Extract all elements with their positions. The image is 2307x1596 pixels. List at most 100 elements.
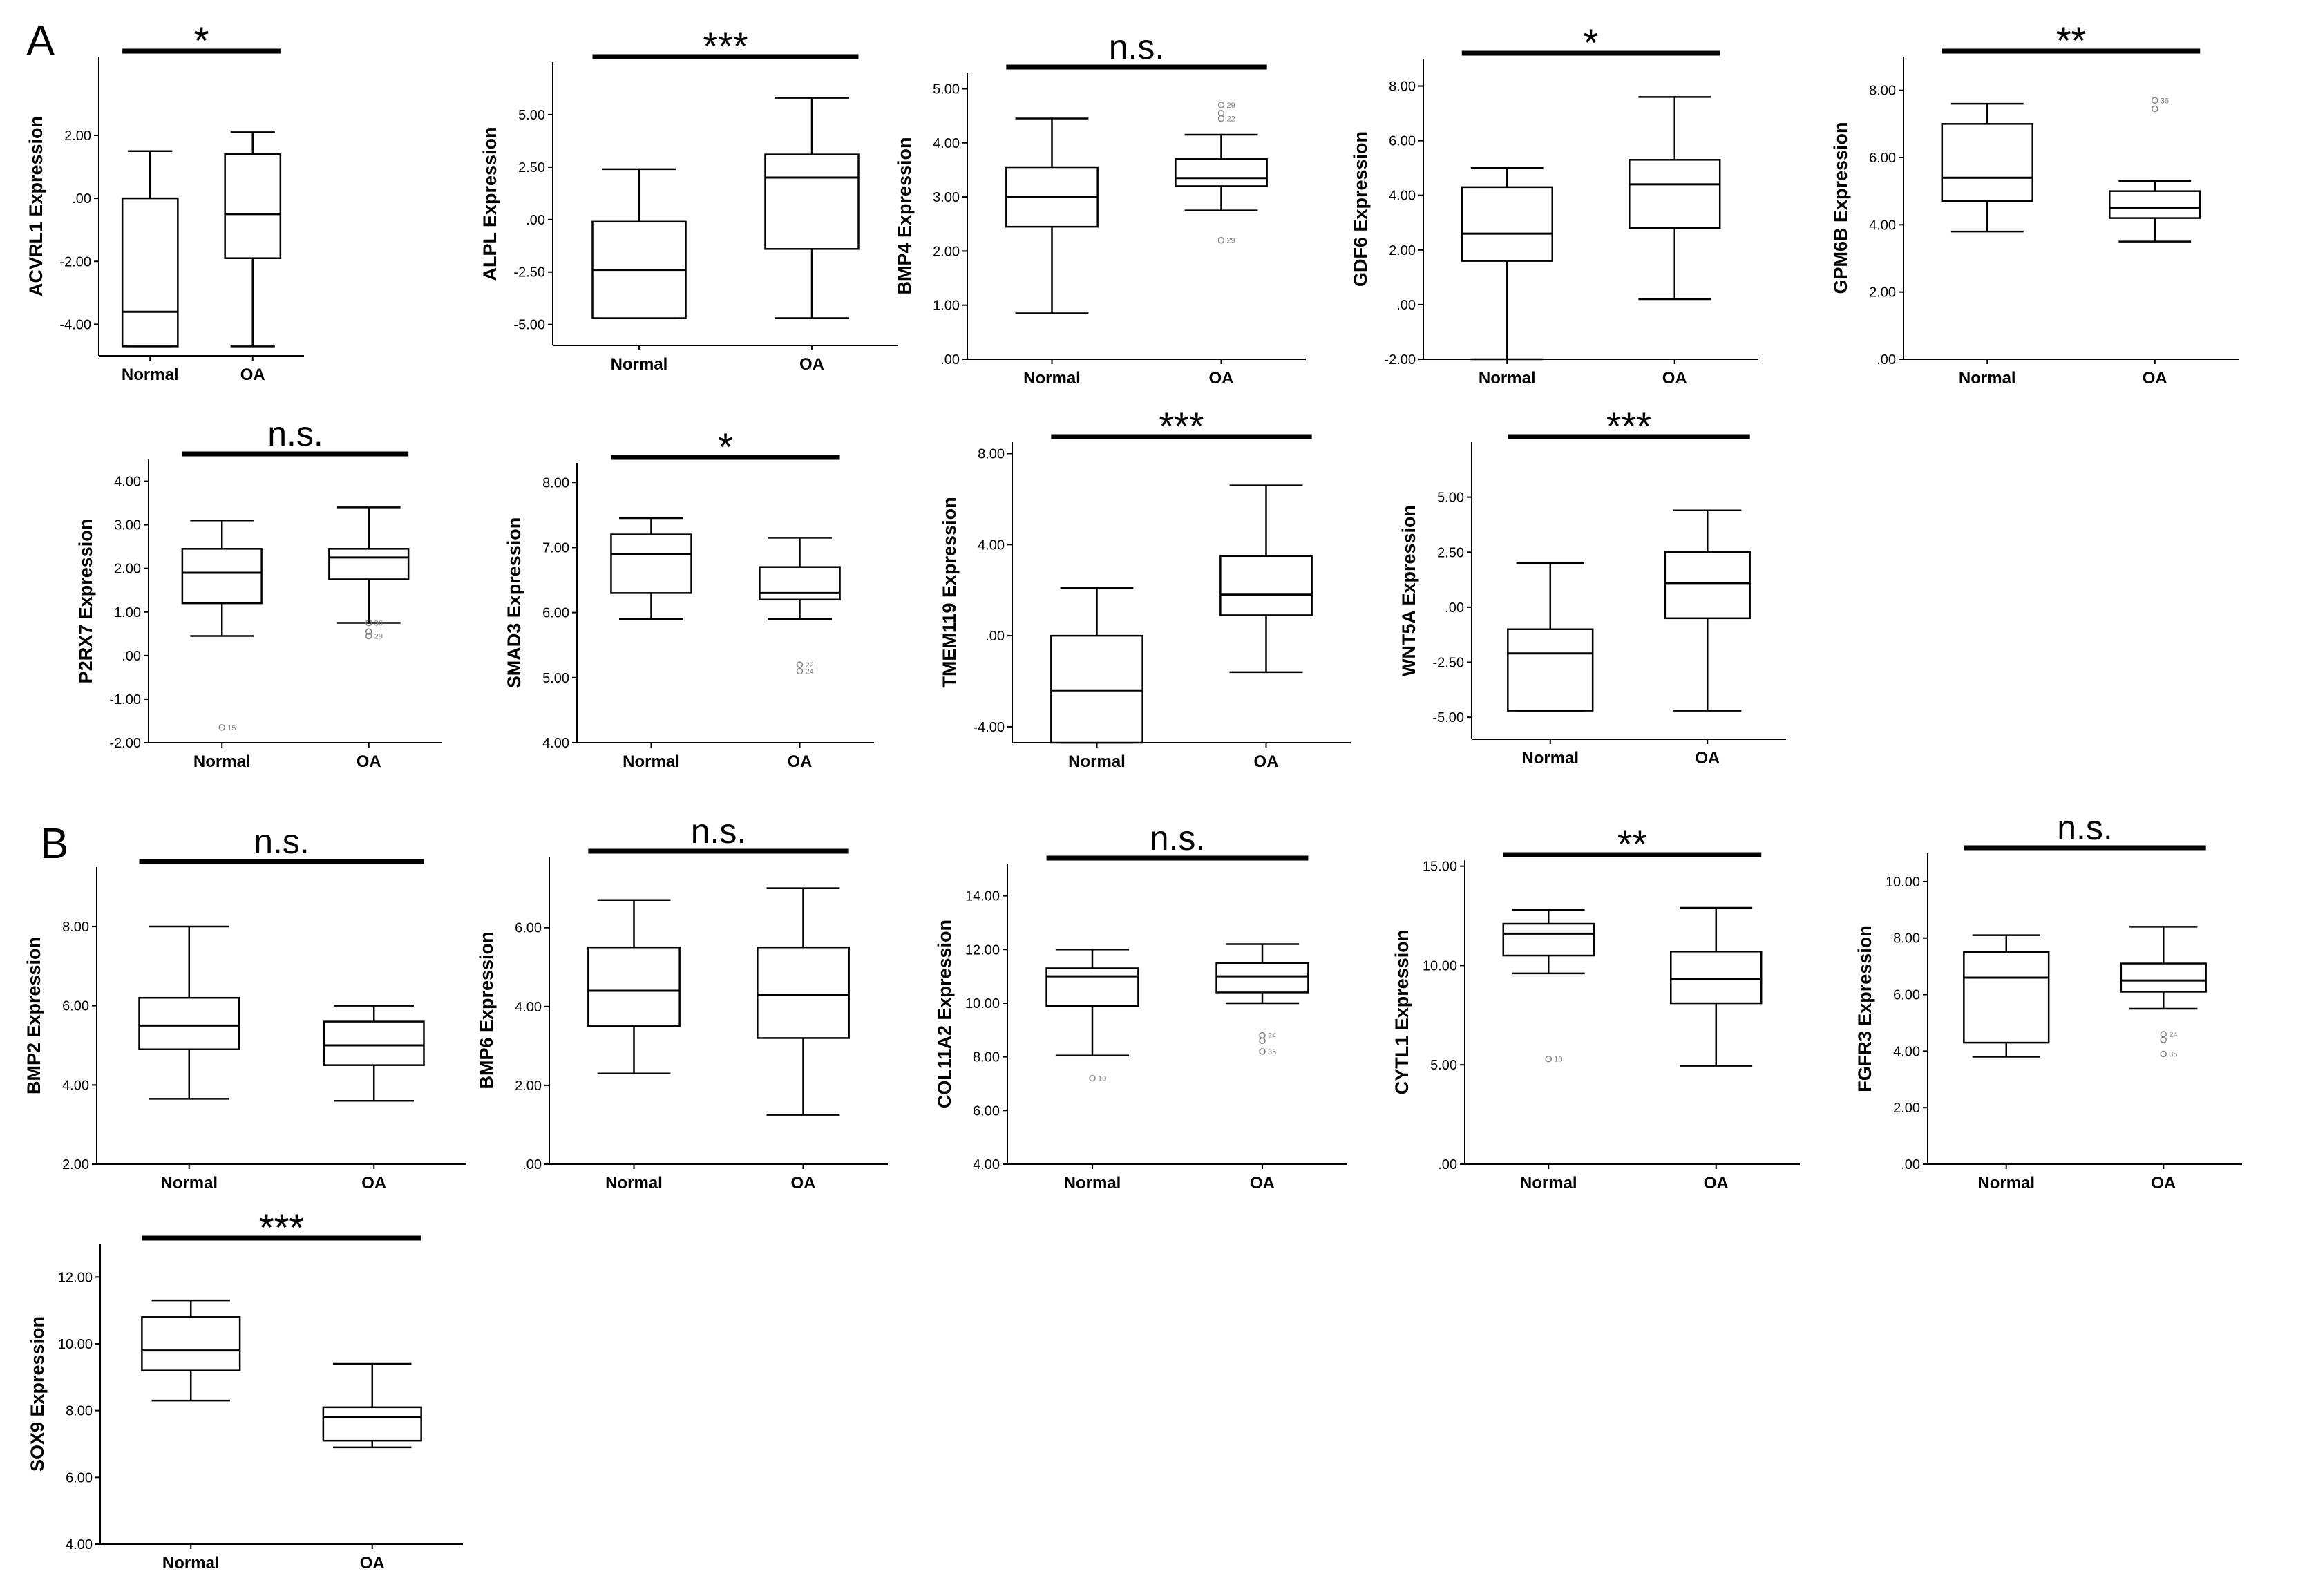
y-tick-label: 2.00 xyxy=(62,1157,89,1172)
significance-label: n.s. xyxy=(691,812,747,851)
category-label-oa: OA xyxy=(788,752,813,771)
y-tick-label: 6.00 xyxy=(1869,151,1896,166)
outlier-label: 29 xyxy=(374,632,383,640)
outlier-point xyxy=(1217,236,1225,244)
box-group-oa xyxy=(2120,962,2207,993)
y-axis-label: GDF6 Expression xyxy=(1350,131,1371,287)
y-tick-label: 4.00 xyxy=(66,1537,93,1552)
box-group-oa xyxy=(328,548,410,580)
outlier-point xyxy=(796,661,804,668)
y-axis-label: BMP2 Expression xyxy=(23,937,44,1094)
y-tick-label: .00 xyxy=(1877,352,1896,368)
box-group-normal xyxy=(1045,967,1139,1007)
y-tick-label: 15.00 xyxy=(1423,859,1457,875)
significance-label: n.s. xyxy=(267,415,323,453)
y-tick-label: .00 xyxy=(985,629,1005,644)
outlier-label: 35 xyxy=(1268,1048,1276,1056)
panel-label-a: A xyxy=(26,17,55,65)
y-tick-label: 6.00 xyxy=(1893,988,1920,1003)
outlier-label: 36 xyxy=(2161,97,2169,105)
y-tick-label: 12.00 xyxy=(965,942,1000,958)
y-tick-label: 6.00 xyxy=(62,999,89,1014)
y-axis-label: ALPL Expression xyxy=(480,126,500,281)
y-tick-label: 6.00 xyxy=(515,921,542,936)
y-tick-label: -2.50 xyxy=(513,265,545,281)
significance-label: *** xyxy=(1159,404,1204,448)
outlier-label: 15 xyxy=(227,724,236,732)
box-group-oa xyxy=(1175,158,1268,187)
y-tick-label: 4.00 xyxy=(114,475,141,490)
category-label-oa: OA xyxy=(791,1174,816,1193)
box-group-oa xyxy=(764,153,860,250)
y-tick-label: 6.00 xyxy=(973,1103,1000,1119)
outlier-label: 24 xyxy=(806,667,814,676)
box-group-normal xyxy=(138,996,240,1050)
y-tick-label: 10.00 xyxy=(1423,958,1457,973)
y-tick-label: .00 xyxy=(1901,1157,1920,1172)
outlier-point xyxy=(365,632,372,640)
category-label-oa: OA xyxy=(1662,369,1687,388)
y-tick-label: 2.00 xyxy=(933,244,960,259)
box-chart-10: .00 2.00 4.00 6.00 BMP6 Expression Normal OA n.… xyxy=(476,812,888,1193)
y-tick-label: 10.00 xyxy=(965,996,1000,1011)
outlier-point xyxy=(365,628,372,635)
y-tick-label: 2.00 xyxy=(1869,285,1896,301)
outlier-label: 24 xyxy=(2169,1031,2177,1039)
y-tick-label: 4.00 xyxy=(933,136,960,151)
outlier-point xyxy=(1089,1074,1096,1082)
significance-label: *** xyxy=(1606,404,1651,448)
y-tick-label: 8.00 xyxy=(542,475,569,491)
category-label-oa: OA xyxy=(2151,1174,2176,1193)
category-label-normal: Normal xyxy=(160,1174,218,1193)
y-tick-label: -5.00 xyxy=(1432,710,1464,725)
significance-label: n.s. xyxy=(2057,808,2113,847)
y-axis-label: WNT5A Expression xyxy=(1398,505,1419,676)
box-group-oa xyxy=(323,1020,425,1066)
category-label-oa: OA xyxy=(1254,752,1279,771)
outlier-point xyxy=(1545,1055,1552,1063)
category-label-normal: Normal xyxy=(1023,369,1081,388)
box-group-normal xyxy=(1050,634,1143,744)
outlier-point xyxy=(2160,1036,2167,1043)
y-tick-label: 8.00 xyxy=(1389,79,1416,95)
significance-label: * xyxy=(1584,21,1599,64)
y-tick-label: 1.00 xyxy=(933,298,960,314)
significance-label: n.s. xyxy=(1109,28,1165,66)
category-label-oa: OA xyxy=(1704,1174,1729,1193)
category-label-normal: Normal xyxy=(1068,752,1126,771)
y-tick-label: 7.00 xyxy=(542,540,569,555)
y-tick-label: 8.00 xyxy=(1869,84,1896,99)
y-tick-label: 8.00 xyxy=(62,920,89,935)
box-group-oa xyxy=(2109,190,2201,219)
box-group-oa xyxy=(224,153,282,259)
y-tick-label: .00 xyxy=(522,1157,542,1172)
outlier-point xyxy=(1217,115,1225,122)
y-axis-label: SMAD3 Expression xyxy=(504,517,524,689)
y-tick-label: 4.00 xyxy=(542,736,569,751)
y-tick-label: -2.00 xyxy=(59,254,91,269)
category-label-oa: OA xyxy=(360,1554,385,1573)
outlier-point xyxy=(1217,102,1225,108)
y-tick-label: 5.00 xyxy=(933,82,960,97)
box-group-oa xyxy=(1215,962,1309,994)
outlier-label: 29 xyxy=(1227,102,1235,110)
outlier-label: 22 xyxy=(806,661,814,669)
y-tick-label: -2.50 xyxy=(1432,656,1464,671)
y-tick-label: 5.00 xyxy=(1437,491,1464,506)
y-axis-label: ACVRL1 Expression xyxy=(26,116,46,296)
box-chart-3: -2.00 .00 2.00 4.00 6.00 8.00 GDF6 Expression N… xyxy=(1350,21,1758,388)
outlier-label: 24 xyxy=(1268,1032,1276,1041)
y-tick-label: 8.00 xyxy=(973,1050,1000,1065)
category-label-normal: Normal xyxy=(1959,369,2016,388)
y-tick-label: 5.00 xyxy=(518,108,545,123)
y-tick-label: 2.00 xyxy=(1389,243,1416,258)
box-group-oa xyxy=(322,1406,422,1442)
significance-label: n.s. xyxy=(1150,819,1206,857)
y-tick-label: 2.50 xyxy=(518,160,545,175)
box-group-normal xyxy=(1461,186,1553,262)
significance-label: ** xyxy=(2056,19,2087,62)
box-chart-9: 2.00 4.00 6.00 8.00 BMP2 Expression Normal OA n… xyxy=(23,822,466,1193)
box-chart-6: 4.00 5.00 6.00 7.00 8.00 SMAD3 Expression Norm… xyxy=(504,425,874,771)
box-group-normal xyxy=(610,533,692,594)
box-group-oa xyxy=(757,946,850,1039)
